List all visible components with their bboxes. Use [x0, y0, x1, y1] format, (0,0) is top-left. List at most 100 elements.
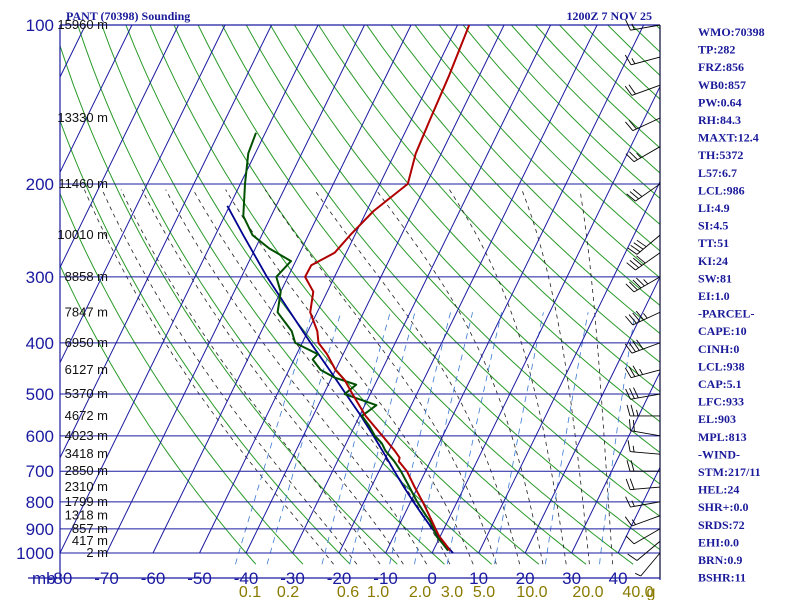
wind-barb: [625, 117, 661, 132]
index-item: LCL:986: [698, 183, 745, 197]
index-item: LI:4.9: [698, 201, 730, 215]
dry-adiabat: [269, 25, 660, 454]
dry-adiabat: [125, 25, 540, 565]
pressure-tick-label: 300: [26, 268, 54, 287]
temperature-tick-label: -70: [94, 569, 119, 588]
mixing-ratio-label: 3.0: [441, 584, 463, 600]
temperature-tick-label: 0: [427, 569, 436, 588]
temperature-tick-label: -50: [187, 569, 212, 588]
height-label: 1318 m: [65, 508, 108, 523]
chart-title: PANT (70398) Sounding: [66, 9, 190, 23]
pressure-tick-label: 800: [26, 493, 54, 512]
wind-barb: [627, 234, 661, 255]
height-label: 7847 m: [65, 304, 108, 319]
height-label: 13330 m: [57, 110, 108, 125]
height-label: 6127 m: [65, 362, 108, 377]
mixing-ratio-label: 1.0: [367, 584, 389, 600]
moist-adiabat: [141, 189, 404, 565]
isotherm: [431, 85, 660, 554]
index-item: SW:81: [698, 271, 732, 285]
sounding-profiles: [226, 25, 471, 554]
moist-adiabat: [192, 189, 451, 565]
pressure-tick-label: 900: [26, 520, 54, 539]
isotherm: [478, 180, 660, 554]
parcel-path: [226, 205, 454, 554]
dry-adiabat: [60, 192, 304, 565]
dry-adiabat: [438, 25, 660, 252]
temperature-tick-label: -60: [141, 569, 166, 588]
temperature-tick-label: 20: [516, 569, 535, 588]
mixing-ratio-line: [414, 312, 473, 565]
moist-adiabat: [313, 189, 520, 565]
index-item: TH:5372: [698, 148, 743, 162]
temperature-tick-label: -80: [48, 569, 73, 588]
isotherm: [385, 25, 645, 554]
index-item: SRDS:72: [698, 518, 745, 532]
pressure-unit-label: mb: [32, 569, 56, 588]
pressure-tick-label: 700: [26, 462, 54, 481]
mixing-ratio-label: 0.6: [337, 584, 359, 600]
height-label: 6950 m: [65, 335, 108, 350]
wind-barb: [626, 252, 661, 271]
isotherm: [60, 25, 319, 554]
height-label: 10010 m: [57, 227, 108, 242]
dry-adiabat: [221, 25, 660, 518]
isotherm: [199, 25, 458, 554]
moist-adiabat: [264, 189, 497, 565]
index-item: LCL:938: [698, 359, 745, 373]
isotherm: [60, 25, 226, 364]
temperature-tick-label: -30: [280, 569, 305, 588]
moist-adiabat: [101, 189, 358, 565]
index-item: TT:51: [698, 236, 729, 250]
index-item: MAXT:12.4: [698, 131, 759, 145]
pressure-tick-label: 400: [26, 334, 54, 353]
wind-barb-column: [624, 19, 661, 578]
wind-barb: [626, 460, 660, 472]
dry-adiabat-lines: [60, 25, 660, 565]
index-item: STM:217/11: [698, 465, 761, 479]
dry-adiabat: [77, 25, 445, 565]
height-label: 8858 m: [65, 269, 108, 284]
index-item: BRN:0.9: [698, 553, 742, 567]
wind-barb: [625, 387, 661, 400]
mixing-ratio-label: 5.0: [473, 584, 495, 600]
isotherm: [60, 25, 179, 269]
pressure-tick-label: 100: [26, 16, 54, 35]
height-label: 2310 m: [65, 479, 108, 494]
height-label: 4023 m: [65, 428, 108, 443]
pressure-tick-label: 200: [26, 175, 54, 194]
moist-adiabat: [225, 189, 474, 565]
isotherm: [245, 25, 505, 554]
index-item: -WIND-: [698, 447, 740, 461]
index-item: KI:24: [698, 254, 728, 268]
index-item: CAP:5.1: [698, 377, 742, 391]
wind-barb: [624, 84, 661, 96]
isotherm: [292, 25, 552, 554]
wind-barb: [627, 540, 661, 561]
wind-barb: [624, 339, 661, 354]
height-label: 3418 m: [65, 446, 108, 461]
index-item: EL:903: [698, 412, 736, 426]
mixing-ratio-line: [494, 312, 544, 565]
mixing-ratio-label: 0.2: [277, 584, 299, 600]
height-label: 417 m: [72, 533, 108, 548]
wind-barb: [624, 365, 661, 379]
wind-barb: [625, 478, 661, 491]
mixing-ratio-line: [545, 312, 589, 565]
dry-adiabat: [294, 25, 660, 423]
temperature-tick-label: 10: [469, 569, 488, 588]
wind-barb: [625, 528, 661, 545]
dry-adiabat: [149, 25, 587, 565]
dry-adiabat: [342, 25, 660, 363]
moist-adiabat: [165, 189, 427, 565]
wind-barb: [625, 310, 661, 326]
wind-barb: [625, 146, 661, 163]
isotherm: [60, 25, 272, 459]
wind-barb: [627, 440, 661, 455]
index-item: MPL:813: [698, 430, 747, 444]
wind-barb: [624, 54, 661, 66]
height-label: 4672 m: [65, 408, 108, 423]
index-item: HEL:24: [698, 483, 739, 497]
temperature-tick-label: -20: [327, 569, 352, 588]
